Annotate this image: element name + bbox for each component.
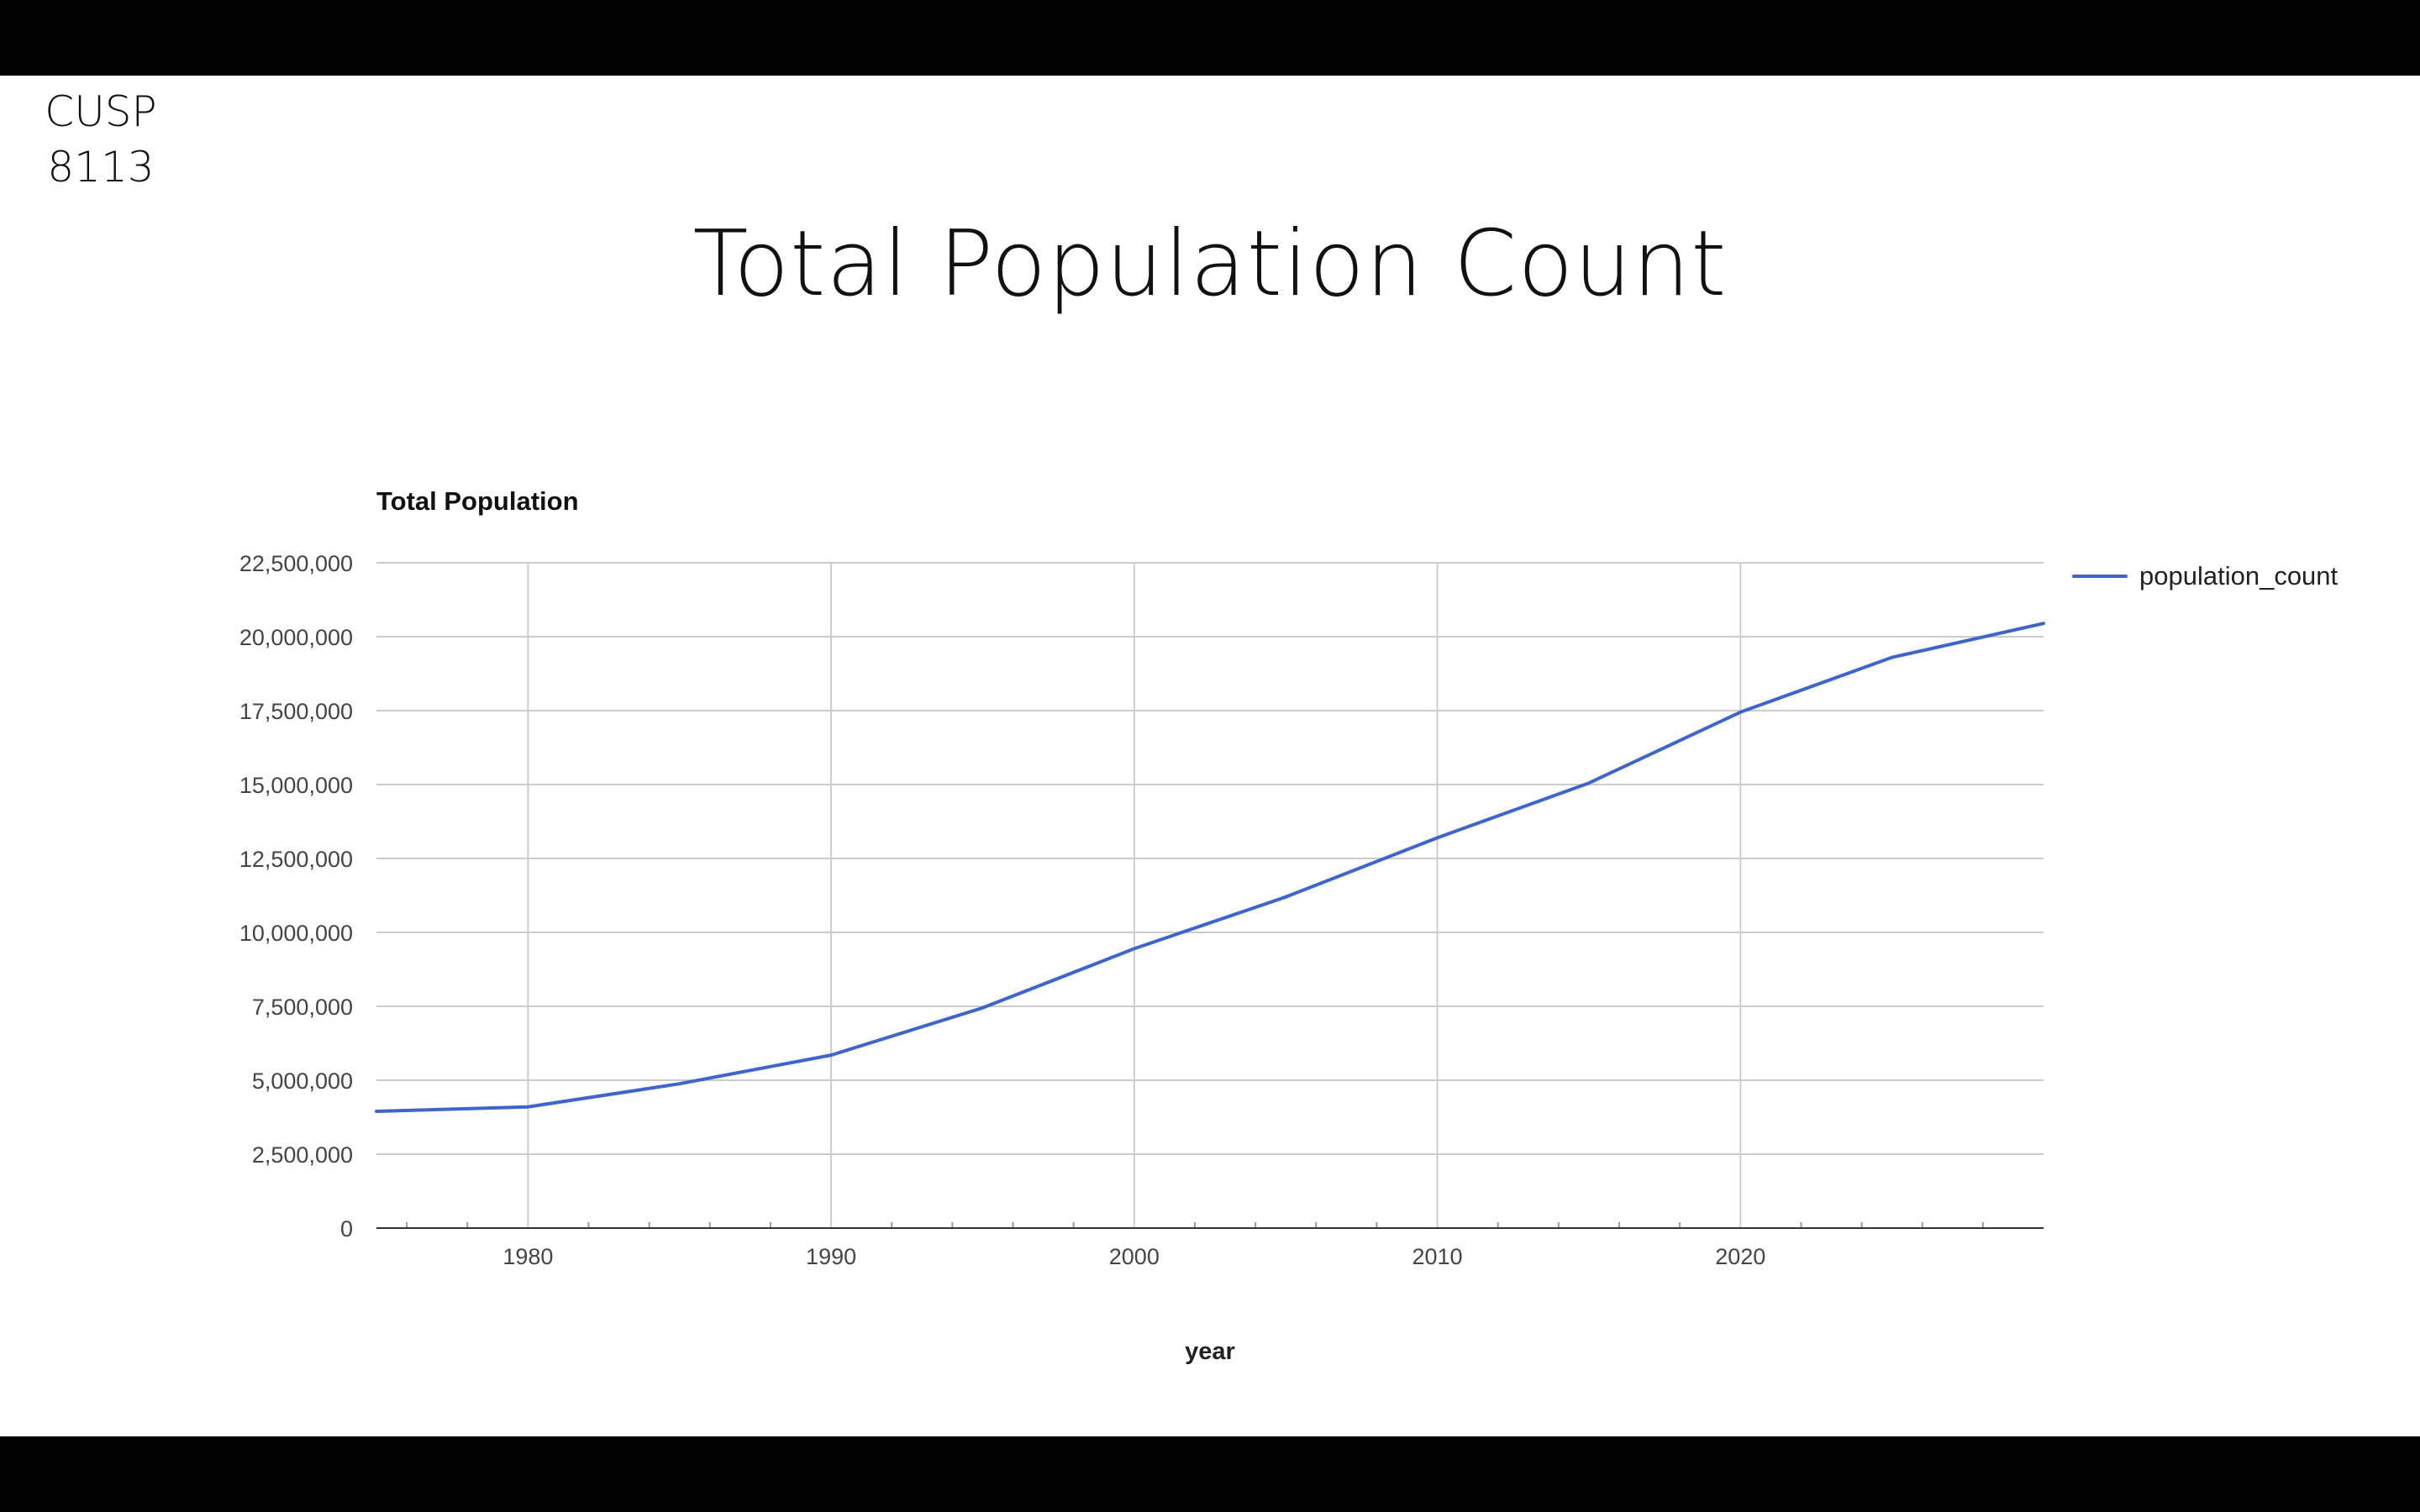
course-code: CUSP 8113 (25, 84, 176, 195)
chart-legend: population_count (2072, 559, 2338, 593)
x-tick-label: 1980 (502, 1244, 553, 1269)
population-line-chart: 0 2,500,000 5,000,000 7,500,000 10,000,000 12… (239, 486, 2045, 1365)
legend-swatch-population-count (2072, 575, 2128, 578)
chart-grid (376, 562, 2044, 1228)
letterbox-bottom (0, 1436, 2420, 1512)
y-tick-label: 12,500,000 (239, 847, 353, 872)
y-tick-label: 5,000,000 (252, 1068, 353, 1094)
letterbox-top (0, 0, 2420, 76)
x-tick-label: 1990 (806, 1244, 856, 1269)
y-tick-label: 10,000,000 (239, 921, 353, 946)
slide-title: Total Population Count (692, 212, 1728, 317)
x-tick-label: 2000 (1109, 1244, 1160, 1269)
course-code-line2: 8113 (47, 143, 155, 192)
chart-title: Total Population (376, 486, 579, 516)
y-tick-label: 20,000,000 (239, 625, 353, 650)
y-tick-label: 22,500,000 (239, 551, 353, 576)
chart-axes: 0 2,500,000 5,000,000 7,500,000 10,000,000 12… (239, 551, 2044, 1269)
legend-label-population-count: population_count (2139, 561, 2338, 591)
y-tick-label: 17,500,000 (239, 699, 353, 724)
y-tick-label: 7,500,000 (252, 995, 353, 1020)
y-tick-label: 2,500,000 (252, 1142, 353, 1168)
series-line-population-count (375, 622, 2045, 1113)
x-axis-label: year (1185, 1338, 1235, 1365)
y-tick-label: 15,000,000 (239, 773, 353, 798)
slide: CUSP 8113 Total Population Count 0 2,500,… (0, 76, 2420, 1436)
y-tick-label: 0 (340, 1216, 353, 1242)
x-tick-label: 2020 (1715, 1244, 1765, 1269)
course-code-line1: CUSP (45, 87, 157, 136)
chart-series (375, 622, 2045, 1113)
x-tick-label: 2010 (1413, 1244, 1463, 1269)
